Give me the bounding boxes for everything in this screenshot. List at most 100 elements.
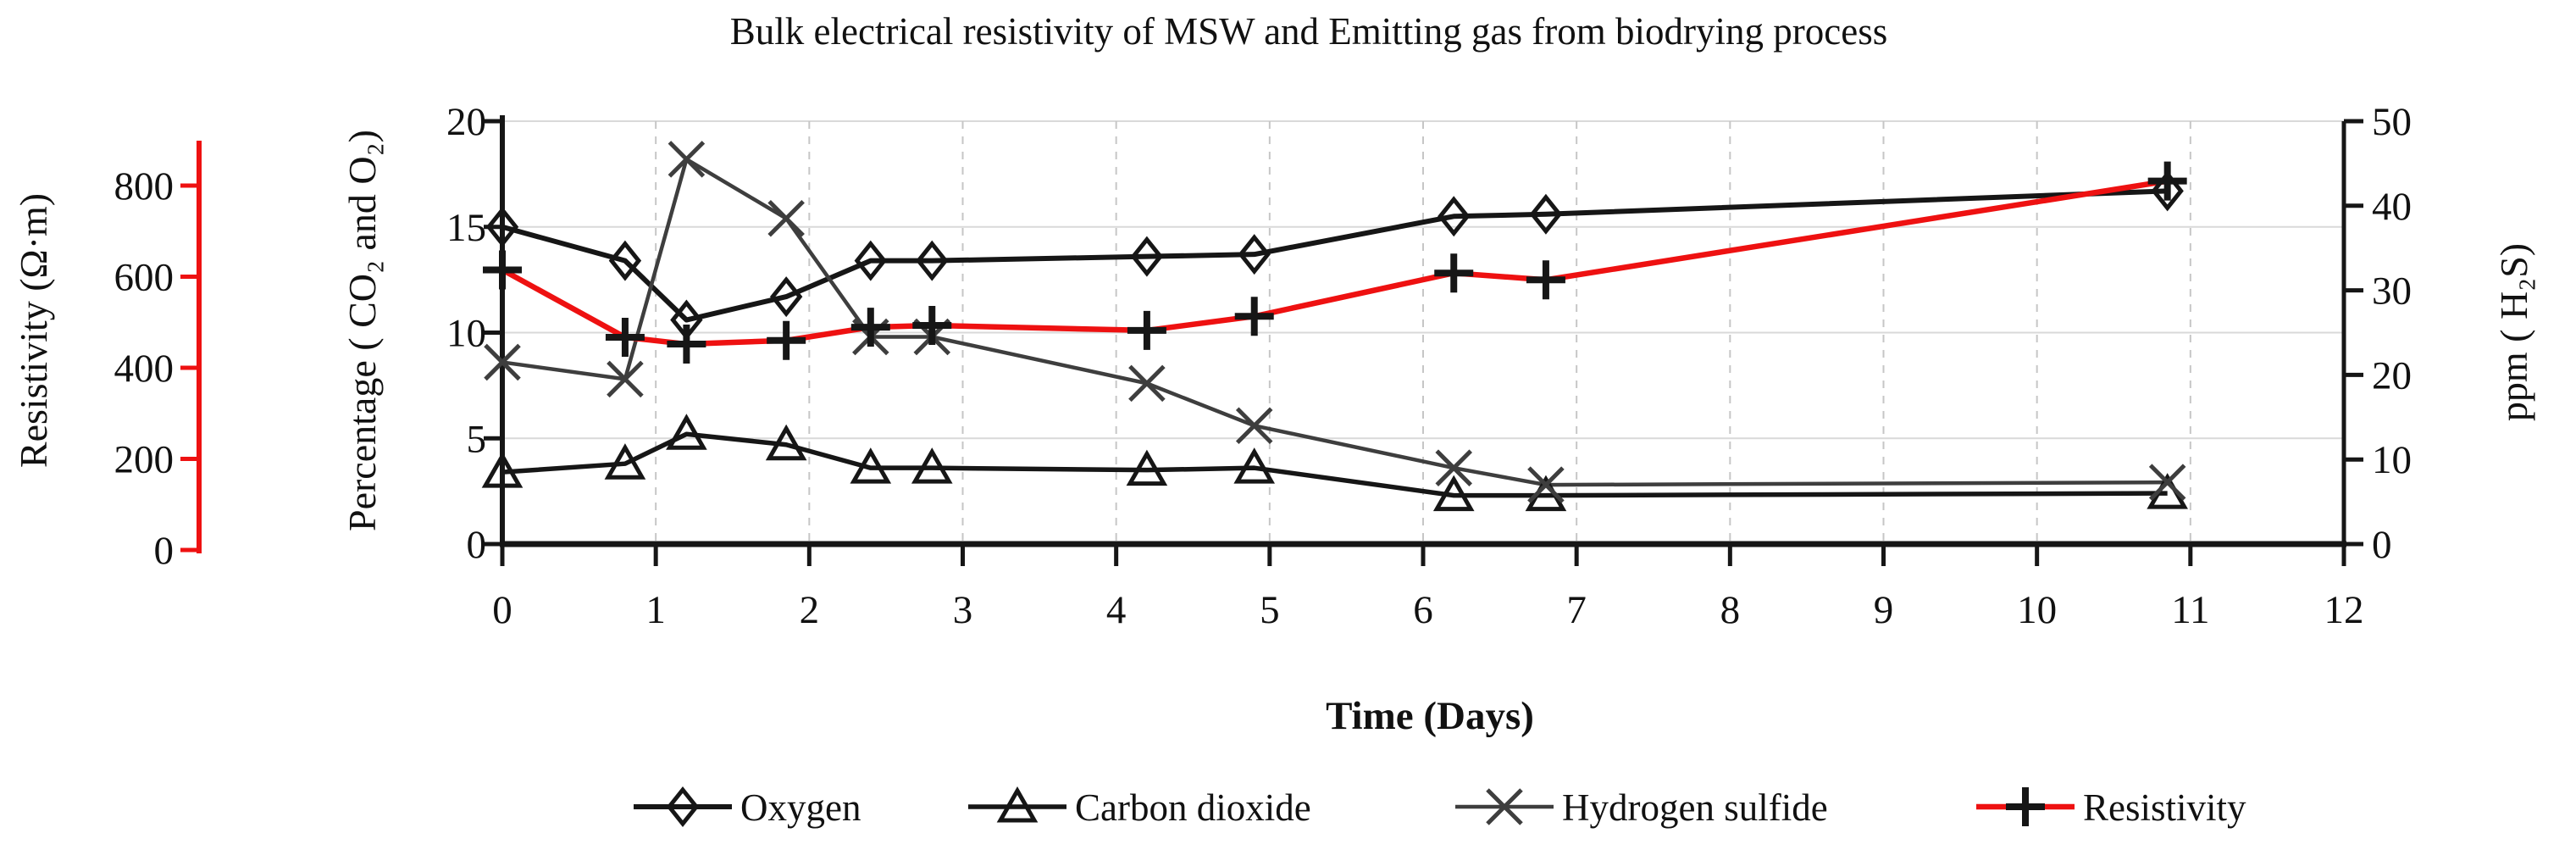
data-point-marker <box>1526 260 1565 300</box>
data-point-marker <box>667 325 706 364</box>
x-marker-shape <box>668 141 706 178</box>
data-point-marker <box>484 343 521 381</box>
legend-item-hydrogen-sulfide: Hydrogen sulfide <box>1455 786 1828 829</box>
triangle-marker-shape <box>1432 475 1475 512</box>
data-point-marker <box>1432 475 1475 512</box>
grid-layer <box>502 120 2344 544</box>
resistivity-tick-label: 600 <box>114 256 175 300</box>
resistivity-tick-label: 200 <box>114 438 175 482</box>
diamond-marker-shape <box>1130 236 1164 277</box>
resistivity-tick-label: 800 <box>114 164 175 208</box>
plus-marker-shape <box>850 308 890 347</box>
x-marker-shape <box>1486 788 1523 825</box>
diamond-marker-shape <box>769 276 803 318</box>
data-point-marker <box>483 250 522 290</box>
x-tick-label: 8 <box>1720 588 1741 632</box>
x-tick-label: 12 <box>2324 588 2364 632</box>
data-point-marker <box>666 414 707 450</box>
data-point-marker <box>2148 464 2186 501</box>
data-point-marker <box>1234 297 1274 336</box>
series-markers-carbon-dioxide <box>481 414 2188 512</box>
x-marker-shape <box>2148 464 2186 501</box>
plus-marker-shape <box>767 320 806 360</box>
data-point-marker <box>912 306 952 346</box>
x-tick-label: 0 <box>492 588 512 632</box>
x-tick-label: 10 <box>2017 588 2057 632</box>
legend-label: Oxygen <box>740 786 861 829</box>
x-tick-label: 6 <box>1413 588 1433 632</box>
data-point-marker <box>916 240 949 281</box>
data-point-marker <box>481 452 524 488</box>
triangle-marker-shape <box>996 786 1039 823</box>
percentage-axis-title: Percentage ( CO₂ and O₂) <box>341 130 384 531</box>
legend-item-oxygen: Oxygen <box>634 786 861 829</box>
legend-item-resistivity: Resistivity <box>1976 786 2246 829</box>
legend-item-carbon-dioxide: Carbon dioxide <box>968 786 1311 829</box>
legend-diamond-icon <box>666 786 700 828</box>
x-marker-shape <box>1435 449 1472 486</box>
percentage-tick-label: 5 <box>467 417 487 461</box>
triangle-marker-shape <box>666 414 707 450</box>
x-marker-shape <box>1235 407 1273 445</box>
percentage-tick-label: 0 <box>467 523 487 567</box>
legend-label: Hydrogen sulfide <box>1562 786 1828 829</box>
legend-triangle-icon <box>996 786 1039 823</box>
plus-marker-shape <box>667 325 706 364</box>
diamond-marker-shape <box>2151 170 2184 212</box>
series-line-resistivity <box>501 178 2169 347</box>
diamond-marker-shape <box>608 240 642 281</box>
diamond-marker-shape <box>916 240 949 281</box>
plus-marker-shape <box>1526 260 1565 300</box>
data-point-marker <box>1126 449 1168 486</box>
plus-marker-shape <box>1234 297 1274 336</box>
x-marker-shape <box>484 343 521 381</box>
x-tick-label: 7 <box>1566 588 1587 632</box>
data-point-marker <box>769 276 803 318</box>
data-point-marker <box>2147 161 2187 201</box>
ppm-tick-label: 20 <box>2372 353 2412 397</box>
triangle-marker-shape <box>911 447 953 484</box>
plus-marker-shape <box>912 306 952 346</box>
data-point-marker <box>1434 253 1474 293</box>
diamond-marker-shape <box>1529 193 1563 235</box>
series-markers-resistivity <box>483 161 2187 364</box>
legend-label: Carbon dioxide <box>1075 786 1311 829</box>
x-marker-shape <box>607 360 644 398</box>
series-line-oxygen <box>501 188 2168 323</box>
data-point-marker <box>1238 234 1271 275</box>
x-tick-label: 3 <box>953 588 973 632</box>
diamond-marker-shape <box>1238 234 1271 275</box>
data-point-marker <box>850 447 892 484</box>
legend-x-icon <box>1486 788 1523 825</box>
x-tick-label: 9 <box>1874 588 1894 632</box>
triangle-marker-shape <box>765 424 807 461</box>
diamond-marker-shape <box>854 240 888 281</box>
data-point-marker <box>854 240 888 281</box>
data-point-marker <box>605 317 645 357</box>
data-point-marker <box>608 240 642 281</box>
percentage-tick-label: 15 <box>446 206 486 250</box>
triangle-marker-shape <box>604 443 646 480</box>
data-point-marker <box>1438 196 1471 237</box>
plus-marker-shape <box>1127 310 1166 350</box>
data-point-marker <box>767 320 806 360</box>
data-point-marker <box>1529 193 1563 235</box>
axis-layer <box>180 115 2363 566</box>
data-point-marker <box>1435 449 1472 486</box>
triangle-marker-shape <box>1126 449 1168 486</box>
data-point-marker <box>1128 364 1166 403</box>
data-point-marker <box>1235 407 1273 445</box>
series-line-hydrogen-sulfide <box>501 157 2168 487</box>
data-point-marker <box>607 360 644 398</box>
plus-marker-shape <box>2006 787 2045 826</box>
series-layer <box>481 141 2188 512</box>
ppm-tick-label: 40 <box>2372 185 2412 229</box>
triangle-marker-shape <box>481 452 524 488</box>
x-tick-label: 2 <box>800 588 820 632</box>
ppm-tick-label: 30 <box>2372 269 2412 314</box>
percentage-tick-label: 20 <box>446 100 486 144</box>
data-point-marker <box>1127 310 1166 350</box>
resistivity-tick-label: 400 <box>114 347 175 391</box>
data-point-marker <box>485 206 519 247</box>
